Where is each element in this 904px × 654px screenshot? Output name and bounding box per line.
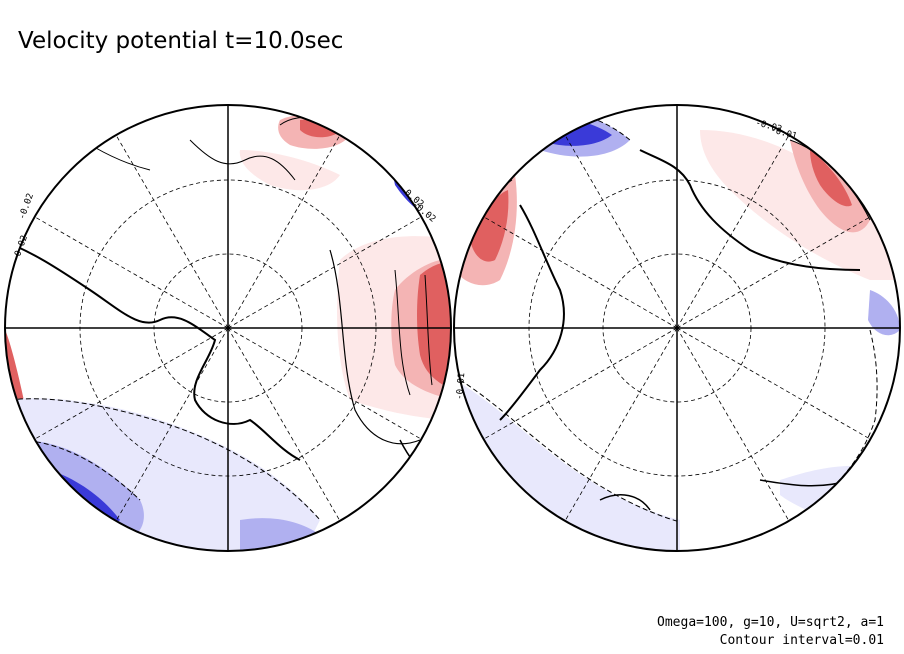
right-hemisphere: -0.02 -0.01 <box>453 104 901 552</box>
right-bottom-contour <box>599 494 651 511</box>
left-hemisphere-boundary <box>4 104 452 552</box>
right-positive-light-region <box>700 130 900 280</box>
left-positive-contour-core <box>424 274 433 386</box>
right-negative-contour <box>459 379 681 523</box>
right-contour-label: -0.01 <box>769 125 798 142</box>
left-positive-contour <box>329 249 421 445</box>
right-zero-contour <box>499 204 565 421</box>
left-contour-label: -0.02 <box>17 192 36 221</box>
right-hemisphere-boundary <box>453 104 901 552</box>
right-negative-light-region <box>455 380 680 551</box>
parameters-text: Omega=100, g=10, U=sqrt2, a=1 <box>657 615 884 630</box>
right-zero-contour-top <box>639 149 861 271</box>
left-bottom-right-contour <box>399 439 431 481</box>
right-edge-negative-contour <box>829 329 878 491</box>
left-shading <box>5 109 451 551</box>
left-top-positive-light-region <box>239 150 340 191</box>
right-bottom-right-negative-region <box>780 465 880 530</box>
right-edge-negative-region <box>868 290 900 336</box>
right-positive-strong-region <box>810 150 852 207</box>
figure-title: Velocity potential t=10.0sec <box>18 28 343 54</box>
contour-interval-text: Contour interval=0.01 <box>720 633 884 648</box>
left-hemisphere: -0.02 -0.02 -0.02 -0.02 -0.01 <box>4 104 467 552</box>
left-top-positive-strong-region <box>300 119 338 138</box>
left-positive-contour-inner <box>394 269 411 396</box>
left-negative-contour <box>9 398 321 521</box>
right-left-positive-strong-region <box>470 190 509 262</box>
left-contour-label: -0.02 <box>11 234 30 263</box>
